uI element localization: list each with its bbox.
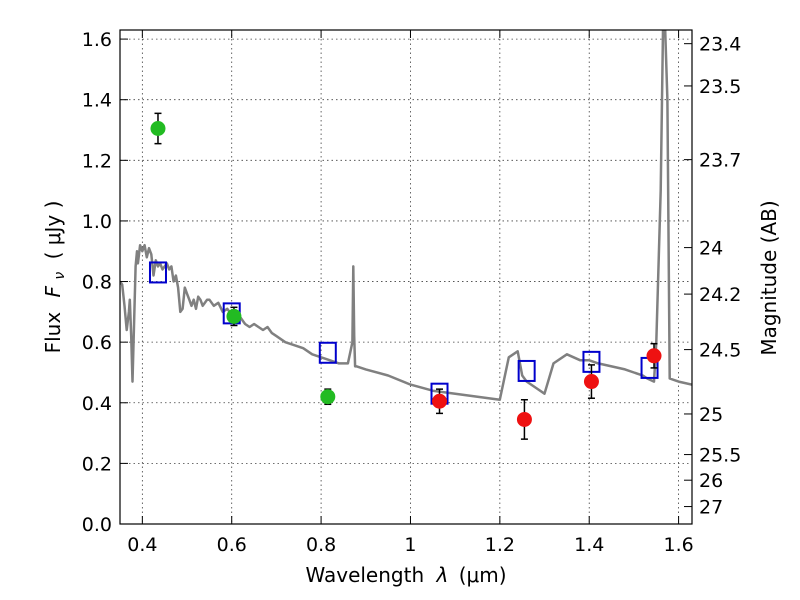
y-tick-label: 0.4 xyxy=(82,393,112,415)
photometry-point xyxy=(150,120,166,136)
y-axis-label-subscript: ν xyxy=(52,272,68,280)
model-band-square xyxy=(148,261,167,284)
model-band-square xyxy=(318,341,337,364)
right-tick-label: 23.4 xyxy=(699,34,741,56)
right-tick-label: 25 xyxy=(699,404,723,426)
right-axis-label: Magnitude (AB) xyxy=(757,200,781,355)
y-tick-label: 1.0 xyxy=(82,211,112,233)
right-tick-label: 24 xyxy=(699,238,723,260)
x-tick-label: 1.6 xyxy=(663,534,693,556)
x-axis-label: Wavelength λ (μm) xyxy=(305,563,506,587)
y-axis-label-symbol: F xyxy=(41,285,65,297)
grid-lines xyxy=(120,30,692,525)
right-tick-label: 27 xyxy=(699,497,723,519)
y-axis-label-word: Flux xyxy=(41,312,65,354)
axis-ticks: 0.4 0.6 0.8 1 1.2 1.4 1.6 0.0 0.2 0.4 0.6 0.8 1.0 1.2… xyxy=(82,29,742,556)
model-band-square xyxy=(517,359,536,382)
photometry-point xyxy=(516,411,532,427)
photometry-point xyxy=(432,393,448,409)
y-axis-label: Flux F ν ( μJy ) xyxy=(41,201,69,354)
photometry-point xyxy=(646,348,662,364)
y-tick-label: 1.2 xyxy=(82,150,112,172)
right-tick-label: 24.5 xyxy=(699,340,741,362)
plot-frame xyxy=(119,29,693,525)
x-tick-label: 0.6 xyxy=(217,534,247,556)
photometry-point xyxy=(226,308,242,324)
right-tick-label: 24.2 xyxy=(699,284,741,306)
x-tick-label: 1 xyxy=(404,534,416,556)
y-tick-label: 0.6 xyxy=(82,332,112,354)
y-tick-label: 0.8 xyxy=(82,272,112,294)
right-tick-label: 23.5 xyxy=(699,76,741,98)
y-tick-label: 0.2 xyxy=(82,453,112,475)
x-axis-label-symbol: λ xyxy=(436,563,449,587)
x-axis-label-word: Wavelength xyxy=(305,563,424,587)
x-tick-label: 1.4 xyxy=(574,534,604,556)
y-tick-label: 0.0 xyxy=(82,514,112,536)
right-tick-label: 26 xyxy=(699,470,723,492)
x-tick-label: 0.8 xyxy=(306,534,336,556)
model-spectrum-line xyxy=(120,30,692,401)
x-tick-label: 1.2 xyxy=(485,534,515,556)
x-tick-label: 0.4 xyxy=(127,534,157,556)
y-tick-label: 1.6 xyxy=(82,29,112,51)
x-axis-label-unit: (μm) xyxy=(459,563,507,587)
right-tick-label: 25.5 xyxy=(699,445,741,467)
y-tick-label: 1.4 xyxy=(82,90,112,112)
right-tick-label: 23.7 xyxy=(699,150,741,172)
y-axis-label-unit: ( μJy ) xyxy=(41,201,65,260)
photometry-point xyxy=(320,389,336,405)
plot-area xyxy=(120,30,692,440)
photometry-point xyxy=(583,374,599,390)
